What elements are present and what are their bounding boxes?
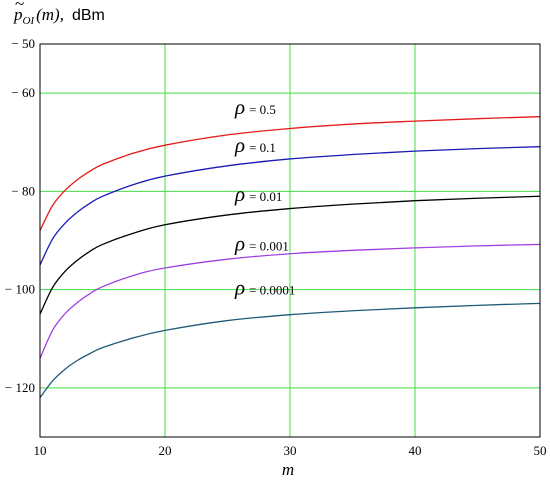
y-tick-label: − 50 xyxy=(11,36,35,51)
x-tick-label: 50 xyxy=(534,443,547,458)
series-line xyxy=(39,195,541,315)
y-tick-label: − 100 xyxy=(5,282,35,297)
y-axis-tilde: ~ xyxy=(15,0,24,13)
y-axis-argument: (m), xyxy=(36,5,64,24)
series-annotations: ρ = 0.5 ρ = 0.1 ρ = 0.01 ρ = 0.001 ρ = 0.0001 xyxy=(234,95,295,300)
series-annotation: ρ = 0.0001 xyxy=(234,276,295,300)
rho-symbol: ρ xyxy=(234,182,245,206)
x-tick-label: 30 xyxy=(284,443,297,458)
series-annotation: ρ = 0.001 xyxy=(234,231,289,255)
series-line xyxy=(39,116,541,231)
series-annotation: ρ = 0.1 xyxy=(234,133,276,157)
rho-symbol: ρ xyxy=(234,95,245,119)
rho-value: = 0.5 xyxy=(249,102,276,117)
rho-value: = 0.01 xyxy=(249,189,282,204)
rho-symbol: ρ xyxy=(234,276,245,300)
x-axis-title: m xyxy=(282,460,294,479)
series-lines xyxy=(39,116,541,399)
x-tick-label: 10 xyxy=(34,443,47,458)
y-tick-label: − 60 xyxy=(11,85,35,100)
x-tick-label: 20 xyxy=(159,443,172,458)
series-annotation: ρ = 0.01 xyxy=(234,182,282,206)
tick-labels: 10 20 30 40 50 − 50 − 60 − 80 − 100 − 120 xyxy=(5,36,547,458)
y-axis-subscript: OI xyxy=(23,15,36,27)
x-tick-label: 40 xyxy=(409,443,422,458)
y-axis-symbol: p xyxy=(13,5,23,24)
y-axis-title: pOI (m), dBm ~ xyxy=(13,0,105,27)
y-tick-label: − 120 xyxy=(5,380,35,395)
y-axis-unit: dBm xyxy=(72,7,105,24)
rho-value: = 0.1 xyxy=(249,140,276,155)
series-annotation: ρ = 0.5 xyxy=(234,95,276,119)
plot-frame xyxy=(39,43,541,438)
grid-lines xyxy=(40,44,540,437)
series-line xyxy=(39,302,541,399)
rho-value: = 0.001 xyxy=(249,238,289,253)
rho-symbol: ρ xyxy=(234,133,245,157)
y-tick-label: − 80 xyxy=(11,183,35,198)
svg-text:pOI(m),dBm: pOI (m), dBm xyxy=(13,5,105,27)
rho-symbol: ρ xyxy=(234,231,245,255)
series-line xyxy=(39,243,541,359)
series-line xyxy=(39,146,541,266)
rho-value: = 0.0001 xyxy=(249,283,295,298)
